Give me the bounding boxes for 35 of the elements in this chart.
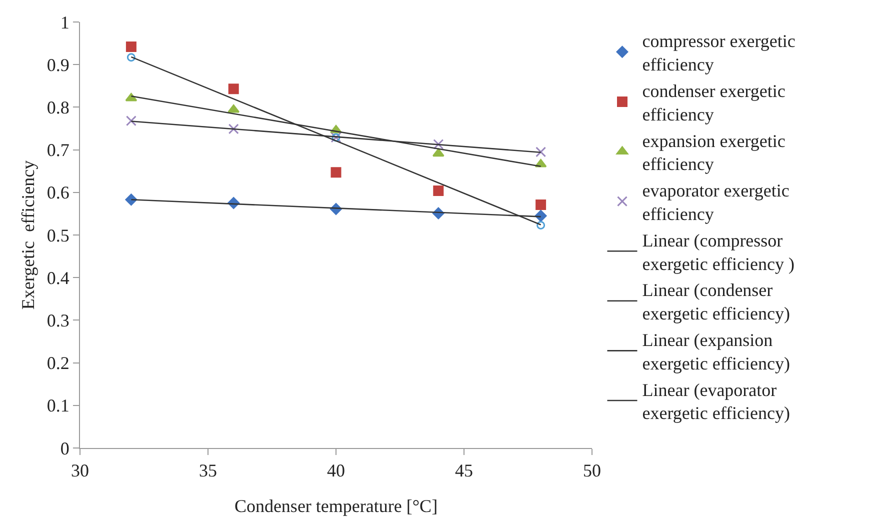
y-axis-title: Exergetic efficiency bbox=[18, 160, 38, 310]
point bbox=[126, 41, 136, 52]
point bbox=[433, 139, 444, 150]
x-tick-label: 40 bbox=[327, 460, 345, 481]
y-tick-label: 0.2 bbox=[46, 353, 70, 374]
y-tick-label: 0.6 bbox=[46, 182, 70, 203]
x-tick-label: 35 bbox=[199, 460, 217, 481]
point bbox=[536, 220, 546, 230]
point bbox=[228, 124, 239, 134]
point bbox=[432, 148, 444, 157]
y-tick-label: 1 bbox=[60, 12, 70, 32]
x-tick-label: 50 bbox=[583, 460, 601, 481]
point bbox=[126, 53, 136, 62]
legend-label: Linear (expansion exergetic efficiency) bbox=[642, 330, 790, 374]
legend-label: Linear (compressor exergetic efficiency ) bbox=[642, 230, 794, 274]
point bbox=[536, 146, 546, 158]
y-tick-label: 0.7 bbox=[46, 140, 70, 160]
y-tick-label: 0.3 bbox=[46, 310, 70, 330]
point bbox=[330, 167, 342, 178]
point bbox=[126, 116, 136, 126]
y-tick-label: 0.1 bbox=[46, 396, 70, 416]
x-tick-label: 45 bbox=[455, 460, 473, 481]
point bbox=[536, 200, 546, 210]
y-tick-label: 0.4 bbox=[46, 268, 70, 288]
point bbox=[433, 185, 444, 196]
legend-label: Linear (evaporator exergetic efficiency) bbox=[642, 380, 790, 424]
x-tick-label: 30 bbox=[71, 460, 89, 481]
y-tick-label: 0.8 bbox=[46, 98, 70, 118]
legend-label: evaporator exergetic efficiency bbox=[642, 180, 790, 224]
y-tick-label: 0.9 bbox=[46, 54, 70, 75]
y-tick-label: 0.5 bbox=[46, 225, 70, 246]
legend-label: Linear (condenser exergetic efficiency) bbox=[642, 280, 790, 324]
y-tick-label: 0 bbox=[60, 438, 70, 458]
point bbox=[228, 84, 239, 94]
x-axis-title: Condenser temperature [°C] bbox=[234, 496, 438, 516]
